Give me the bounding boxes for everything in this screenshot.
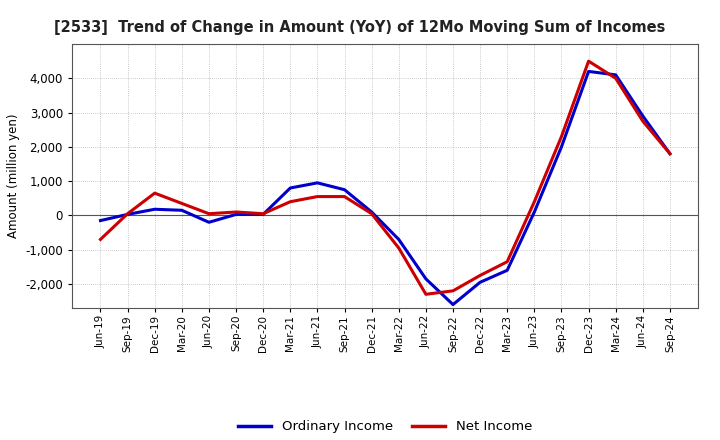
Net Income xyxy=(96,237,105,242)
Ordinary Income xyxy=(584,69,593,74)
Ordinary Income xyxy=(611,72,620,77)
Ordinary Income xyxy=(286,185,294,191)
Net Income xyxy=(530,199,539,204)
Ordinary Income xyxy=(421,276,430,282)
Ordinary Income xyxy=(178,208,186,213)
Net Income xyxy=(259,211,268,216)
Net Income xyxy=(313,194,322,199)
Ordinary Income xyxy=(232,212,240,217)
Text: [2533]  Trend of Change in Amount (YoY) of 12Mo Moving Sum of Incomes: [2533] Trend of Change in Amount (YoY) o… xyxy=(54,20,666,35)
Net Income xyxy=(503,259,511,264)
Ordinary Income xyxy=(557,144,566,150)
Ordinary Income xyxy=(530,209,539,215)
Ordinary Income xyxy=(665,151,674,156)
Ordinary Income xyxy=(367,209,376,215)
Ordinary Income xyxy=(449,302,457,307)
Net Income xyxy=(232,209,240,215)
Ordinary Income xyxy=(341,187,349,192)
Net Income xyxy=(150,191,159,196)
Net Income xyxy=(476,273,485,278)
Net Income xyxy=(123,211,132,216)
Net Income xyxy=(665,151,674,156)
Net Income xyxy=(367,211,376,216)
Net Income xyxy=(449,288,457,293)
Ordinary Income xyxy=(313,180,322,186)
Net Income xyxy=(341,194,349,199)
Net Income xyxy=(611,76,620,81)
Net Income xyxy=(557,134,566,139)
Net Income xyxy=(584,59,593,64)
Line: Ordinary Income: Ordinary Income xyxy=(101,71,670,304)
Net Income xyxy=(639,118,647,124)
Net Income xyxy=(204,211,213,216)
Y-axis label: Amount (million yen): Amount (million yen) xyxy=(6,114,19,238)
Ordinary Income xyxy=(259,212,268,217)
Line: Net Income: Net Income xyxy=(101,61,670,294)
Ordinary Income xyxy=(150,207,159,212)
Net Income xyxy=(395,246,403,251)
Legend: Ordinary Income, Net Income: Ordinary Income, Net Income xyxy=(233,415,538,439)
Net Income xyxy=(178,201,186,206)
Ordinary Income xyxy=(395,237,403,242)
Ordinary Income xyxy=(123,212,132,217)
Net Income xyxy=(421,292,430,297)
Ordinary Income xyxy=(204,220,213,225)
Ordinary Income xyxy=(476,280,485,285)
Ordinary Income xyxy=(96,218,105,223)
Net Income xyxy=(286,199,294,204)
Ordinary Income xyxy=(639,114,647,119)
Ordinary Income xyxy=(503,268,511,273)
